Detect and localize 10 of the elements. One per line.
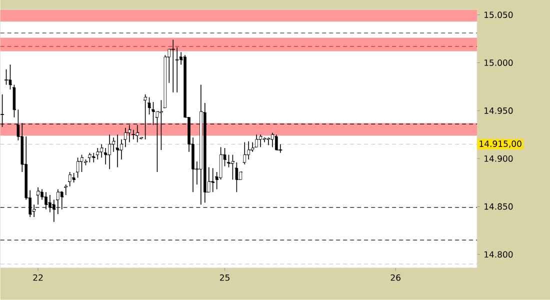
- x-tick-label: 22: [33, 274, 43, 281]
- y-tick-label: 14.850: [484, 203, 513, 210]
- y-tick-label: 15.050: [484, 12, 513, 18]
- ref-line-label: 14.915,00: [480, 140, 522, 148]
- x-tick-label: 25: [220, 274, 230, 281]
- y-tick-label: 14.950: [484, 108, 513, 114]
- y-tick-label: 14.900: [484, 155, 513, 162]
- y-tick-label: 14.800: [484, 251, 513, 258]
- x-tick-label: 26: [390, 274, 400, 281]
- y-tick-label: 15.000: [484, 60, 513, 66]
